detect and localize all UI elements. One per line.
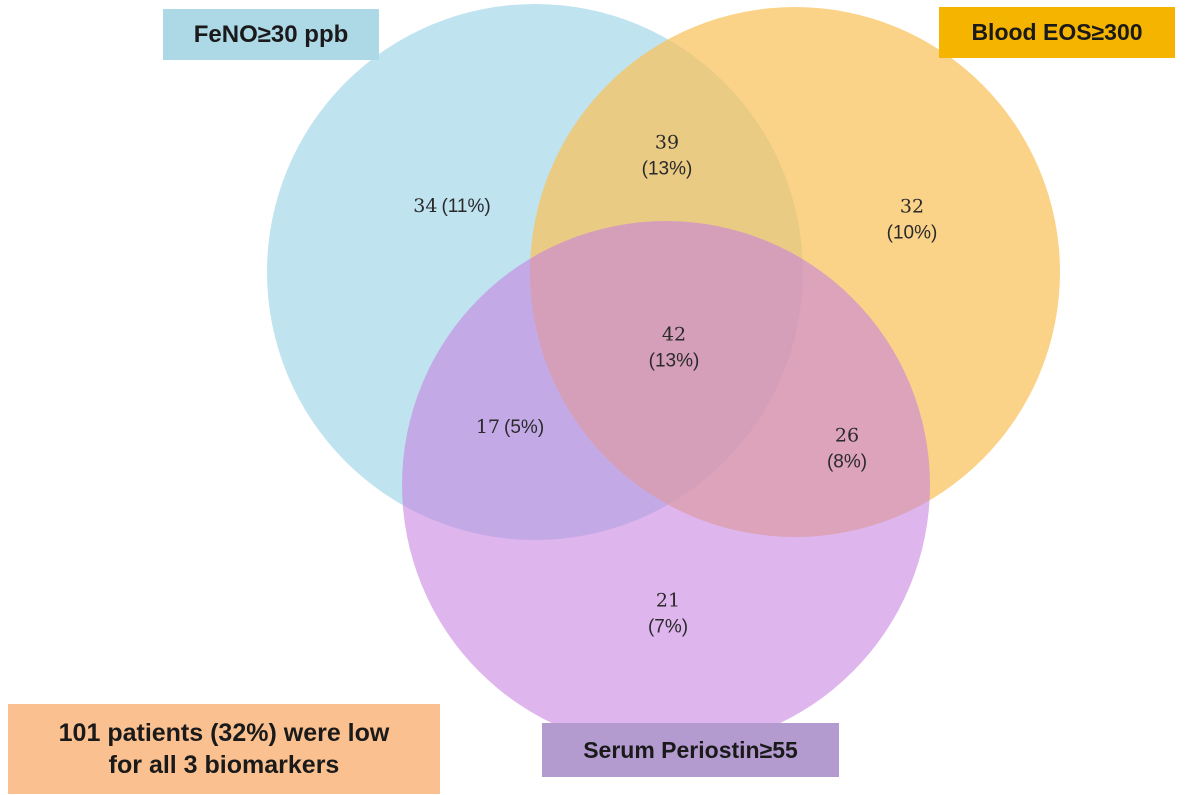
eos-label: Blood EOS≥300 [939, 7, 1175, 58]
region-all-three: 42 (13%) [649, 322, 700, 373]
region-count: 32 [899, 195, 925, 218]
region-feno-only: 34 (11%) [413, 194, 490, 220]
region-count: 26 [834, 424, 860, 447]
region-percent: (7%) [647, 616, 689, 637]
region-percent: (10%) [886, 222, 938, 243]
region-percent: (5%) [504, 417, 545, 439]
region-count: 34 [413, 195, 438, 218]
periostin-label: Serum Periostin≥55 [542, 723, 839, 777]
region-count: 17 [475, 416, 501, 439]
region-count: 39 [654, 131, 680, 154]
region-percent: (13%) [648, 350, 700, 371]
note-line-2: for all 3 biomarkers [108, 751, 340, 779]
region-periostin-only: 21 (7%) [648, 588, 688, 639]
region-count: 42 [661, 323, 687, 346]
region-count: 21 [655, 589, 681, 612]
region-eos-periostin: 26 (8%) [827, 423, 867, 474]
region-percent: (13%) [641, 158, 693, 179]
region-percent: (8%) [826, 451, 868, 472]
periostin-circle [402, 221, 930, 749]
region-feno-eos: 39 (13%) [642, 130, 693, 181]
region-eos-only: 32 (10%) [887, 194, 938, 245]
region-percent: (11%) [441, 196, 491, 218]
feno-label: FeNO≥30 ppb [163, 9, 379, 60]
low-biomarker-note: 101 patients (32%) were low for all 3 bi… [8, 704, 440, 794]
note-line-1: 101 patients (32%) were low [58, 718, 390, 747]
region-feno-periostin: 17 (5%) [476, 415, 544, 441]
